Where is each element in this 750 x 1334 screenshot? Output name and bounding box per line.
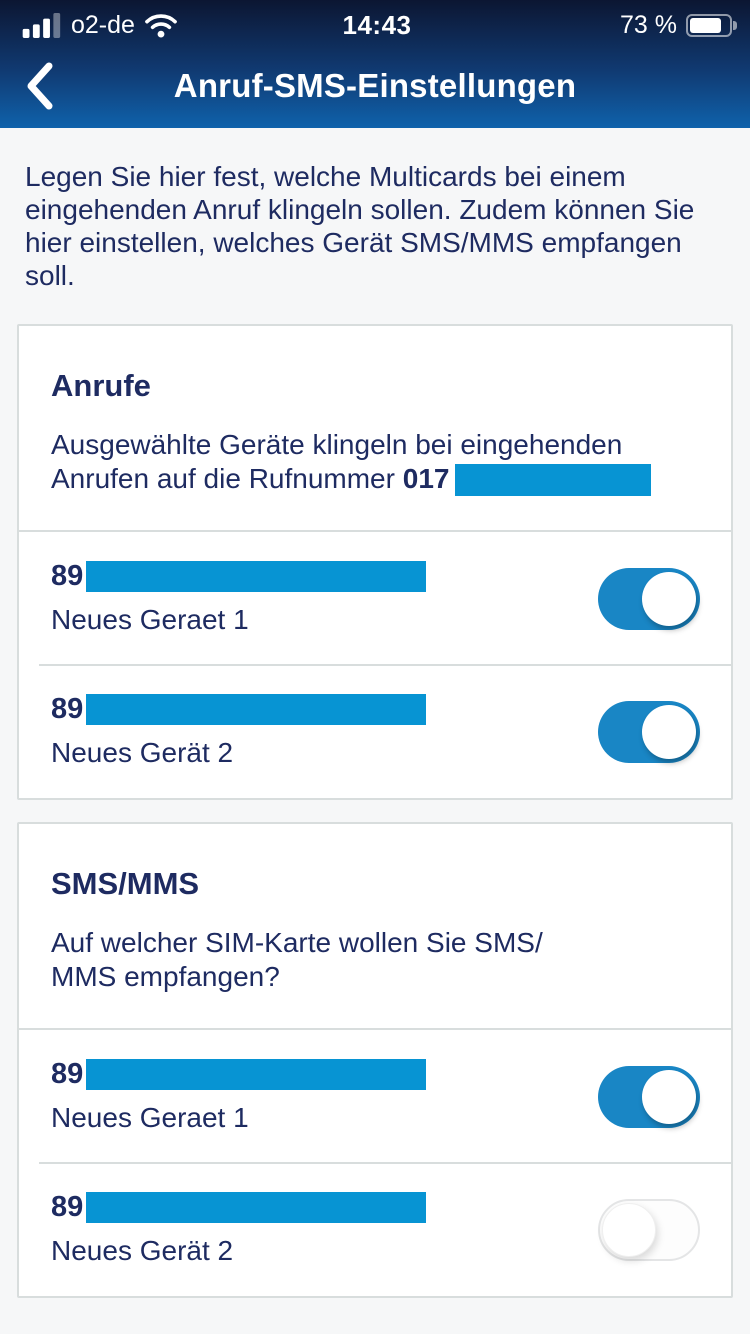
intro-line: Legen Sie hier fest, welche Multicards b…	[25, 161, 626, 192]
toggle-knob	[642, 571, 696, 626]
calls-card: Anrufe Ausgewählte Geräte klingeln bei e…	[17, 324, 733, 800]
phone-number-prefix: 017	[402, 463, 450, 494]
sms-card-header: SMS/MMS Auf welcher SIM-Karte wollen Sie…	[19, 824, 731, 1028]
calls-description-line: Ausgewählte Geräte klingeln bei eingehen…	[51, 429, 623, 460]
device-name-label: Neues Geraet 1	[51, 1102, 249, 1133]
battery-fill	[690, 17, 721, 33]
sms-device-list: 89 Neues Geraet 1 89 Neues Gerät 2	[19, 1028, 731, 1296]
redacted-sim-number	[86, 1059, 427, 1090]
calls-card-header: Anrufe Ausgewählte Geräte klingeln bei e…	[19, 326, 731, 530]
device-row: 89 Neues Geraet 1	[19, 1030, 731, 1163]
toggle-knob	[642, 704, 696, 759]
carrier-label: o2-de	[71, 10, 135, 39]
device-row-text: 89 Neues Geraet 1	[51, 560, 427, 637]
sim-number-line: 89	[51, 693, 427, 726]
sms-card: SMS/MMS Auf welcher SIM-Karte wollen Sie…	[17, 822, 733, 1298]
battery-icon	[686, 13, 737, 37]
app-header: o2-de 14:43 73 %	[0, 0, 750, 128]
intro-text: Legen Sie hier fest, welche Multicards b…	[0, 128, 750, 292]
toggle-knob	[602, 1202, 656, 1257]
navigation-bar: Anruf-SMS-Einstellungen	[0, 44, 750, 128]
sim-number-line: 89	[51, 1191, 427, 1224]
clock: 14:43	[342, 9, 412, 40]
sim-number-prefix: 89	[51, 1191, 84, 1223]
device-row: 89 Neues Geraet 1	[19, 532, 731, 665]
toggle-calls-device-2[interactable]	[598, 700, 700, 763]
battery-cap	[733, 20, 737, 30]
intro-line: soll.	[25, 260, 75, 291]
calls-section-title: Anrufe	[51, 368, 151, 403]
device-row-text: 89 Neues Gerät 2	[51, 1191, 427, 1268]
sim-number-prefix: 89	[51, 1058, 84, 1090]
device-row: 89 Neues Gerät 2	[19, 664, 731, 798]
sms-section-description: Auf welcher SIM-Karte wollen Sie SMS/ MM…	[51, 926, 699, 994]
sms-description-line: MMS empfangen?	[51, 961, 280, 992]
device-row-text: 89 Neues Geraet 1	[51, 1058, 427, 1135]
main-content: Legen Sie hier fest, welche Multicards b…	[0, 128, 750, 1334]
status-bar-left: o2-de	[22, 11, 343, 40]
back-button[interactable]	[18, 56, 60, 116]
calls-description-line: Anrufen auf die Rufnummer 017	[51, 462, 699, 496]
calls-device-list: 89 Neues Geraet 1 89 Neues Gerät 2	[19, 530, 731, 798]
status-bar: o2-de 14:43 73 %	[0, 0, 750, 44]
page-title: Anruf-SMS-Einstellungen	[173, 67, 577, 104]
toggle-sms-device-2[interactable]	[598, 1198, 700, 1261]
sim-number-prefix: 89	[51, 693, 84, 725]
redacted-sim-number	[86, 1192, 427, 1223]
device-name-label: Neues Gerät 2	[51, 737, 234, 768]
sim-number-line: 89	[51, 1058, 427, 1091]
rufnummer-text: Anrufen auf die Rufnummer	[51, 463, 403, 494]
toggle-sms-device-1[interactable]	[598, 1065, 700, 1128]
sms-section-title: SMS/MMS	[51, 866, 200, 901]
device-row: 89 Neues Gerät 2	[19, 1162, 731, 1296]
intro-line: eingehenden Anruf klingeln sollen. Zudem…	[25, 194, 695, 225]
calls-section-description: Ausgewählte Geräte klingeln bei eingehen…	[51, 428, 699, 496]
sms-description-line: Auf welcher SIM-Karte wollen Sie SMS/	[51, 927, 543, 958]
intro-line: hier einstellen, welches Gerät SMS/MMS e…	[25, 227, 682, 258]
device-name-label: Neues Geraet 1	[51, 604, 249, 635]
cellular-signal-icon	[22, 12, 61, 38]
sim-number-prefix: 89	[51, 560, 84, 592]
redacted-phone-number	[455, 464, 652, 496]
status-bar-center: 14:43	[343, 10, 412, 41]
toggle-knob	[642, 1069, 696, 1124]
redacted-sim-number	[86, 561, 427, 592]
status-bar-right: 73 %	[412, 10, 737, 40]
device-name-label: Neues Gerät 2	[51, 1235, 234, 1266]
toggle-calls-device-1[interactable]	[598, 567, 700, 630]
redacted-sim-number	[86, 694, 427, 725]
chevron-left-icon	[27, 62, 53, 110]
sim-number-line: 89	[51, 560, 427, 593]
battery-percent-label: 73 %	[620, 10, 677, 39]
device-row-text: 89 Neues Gerät 2	[51, 693, 427, 770]
wifi-icon	[145, 13, 177, 38]
